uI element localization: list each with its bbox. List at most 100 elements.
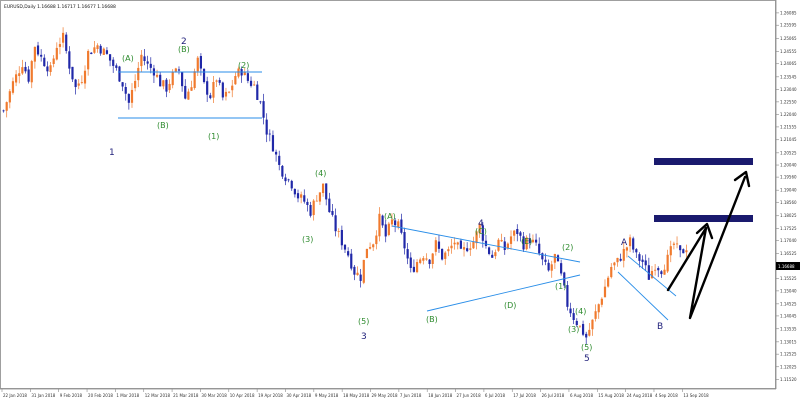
- y-tick-label: 1.22550: [780, 99, 797, 104]
- candle-body: [566, 285, 569, 307]
- candle-body: [578, 325, 582, 327]
- candle-body: [506, 243, 509, 249]
- wave-label-2: 2: [181, 37, 187, 47]
- wave-label-minor-B3: (B): [426, 315, 438, 324]
- candle-body: [675, 243, 679, 245]
- x-tick-label: 31 Jan 2018: [31, 393, 55, 398]
- candle-body: [484, 240, 488, 246]
- candle-body: [362, 259, 365, 283]
- candle-body: [409, 257, 412, 268]
- candle-body: [491, 254, 494, 258]
- candle-body: [130, 89, 134, 103]
- candle-body: [478, 224, 481, 234]
- candle-body: [127, 94, 130, 103]
- x-tick-label: 12 Mar 2018: [145, 393, 171, 398]
- projection-line: [666, 175, 747, 320]
- candle-body: [569, 308, 572, 314]
- candle-body: [581, 324, 585, 335]
- candle-body: [575, 320, 578, 326]
- candle-body: [509, 236, 513, 244]
- candle-body: [181, 72, 184, 87]
- candle-body: [531, 239, 535, 243]
- y-tick-label: 1.12025: [780, 364, 797, 369]
- candle-body: [359, 274, 362, 281]
- candle-body: [325, 183, 328, 200]
- candle-body: [234, 76, 237, 85]
- candle-body: [21, 67, 24, 74]
- wave-label-minor-4a: (4): [315, 169, 326, 178]
- y-tick-label: 1.15525: [780, 276, 797, 281]
- candle-body: [49, 65, 52, 72]
- candle-body: [516, 229, 519, 235]
- wave-label-3: 3: [361, 332, 367, 342]
- candle-body: [466, 248, 469, 252]
- x-tick-label: 29 May 2018: [372, 393, 399, 398]
- candle-body: [328, 198, 331, 213]
- candle-body: [547, 262, 550, 271]
- candle-body: [365, 248, 369, 259]
- candle-body: [312, 200, 315, 216]
- candle-body: [560, 263, 563, 274]
- price-axis: 1.26085 1.25595 1.25065 1.24555 1.24065 1.235…: [776, 10, 797, 382]
- candle-body: [68, 51, 71, 69]
- candle-body: [394, 220, 397, 226]
- wave-label-minor-B2: (B): [157, 121, 169, 130]
- candle-body: [24, 66, 27, 72]
- candle-body: [105, 50, 109, 54]
- candles-layer: [2, 27, 688, 345]
- candle-body: [347, 251, 350, 256]
- x-tick-label: 1 Mar 2018: [116, 393, 139, 398]
- time-axis: 22 Jan 2018 31 Jan 2018 9 Feb 2018 20 Feb 2…: [1, 389, 709, 398]
- candle-body: [321, 183, 325, 194]
- candle-body: [406, 249, 409, 259]
- wave-label-minor-5a: (5): [358, 317, 369, 326]
- wave-label-1: 1: [109, 148, 115, 158]
- candle-body: [387, 223, 390, 235]
- candle-body: [265, 119, 268, 135]
- candle-body: [212, 82, 215, 98]
- candle-body: [237, 68, 240, 77]
- x-tick-label: 15 Aug 2018: [598, 393, 624, 398]
- candle-body: [274, 151, 278, 155]
- candle-body: [40, 54, 43, 57]
- candle-body: [199, 56, 203, 69]
- candle-body: [190, 87, 193, 91]
- x-tick-label: 22 Jan 2018: [3, 393, 27, 398]
- candle-body: [400, 219, 403, 233]
- candle-body: [58, 44, 62, 47]
- y-tick-label: 1.16525: [780, 251, 797, 256]
- candle-body: [221, 82, 224, 98]
- candle-body: [146, 61, 149, 64]
- wave-label-minor-1a: (1): [208, 132, 219, 141]
- candle-body: [644, 260, 647, 266]
- candle-body: [647, 265, 650, 280]
- candle-body: [300, 194, 303, 198]
- candle-body: [309, 205, 312, 216]
- candle-body: [215, 80, 218, 82]
- y-tick-label: 1.12525: [780, 352, 797, 357]
- candle-body: [249, 80, 253, 86]
- candle-body: [415, 262, 419, 273]
- candle-body: [140, 54, 143, 67]
- candle-body: [112, 59, 115, 66]
- y-tick-label: 1.20525: [780, 150, 797, 155]
- candle-body: [256, 84, 259, 100]
- candle-body: [437, 241, 441, 249]
- y-tick-label: 1.25065: [780, 36, 797, 41]
- candle-body: [397, 221, 400, 228]
- triangle-bottom-line: [426, 274, 581, 312]
- candle-body: [43, 57, 46, 67]
- candle-body: [403, 232, 406, 249]
- candle-body: [657, 268, 660, 271]
- candle-body: [83, 70, 87, 84]
- candle-body: [293, 189, 296, 195]
- candle-body: [628, 237, 632, 247]
- candle-body: [481, 225, 484, 241]
- candle-body: [137, 67, 140, 81]
- candle-body: [422, 258, 425, 261]
- x-tick-label: 19 Apr 2018: [258, 393, 283, 398]
- y-tick-label: 1.19560: [780, 175, 797, 180]
- x-tick-label: 27 Jun 2018: [457, 393, 482, 398]
- candle-body: [650, 270, 654, 279]
- candle-body: [475, 231, 478, 244]
